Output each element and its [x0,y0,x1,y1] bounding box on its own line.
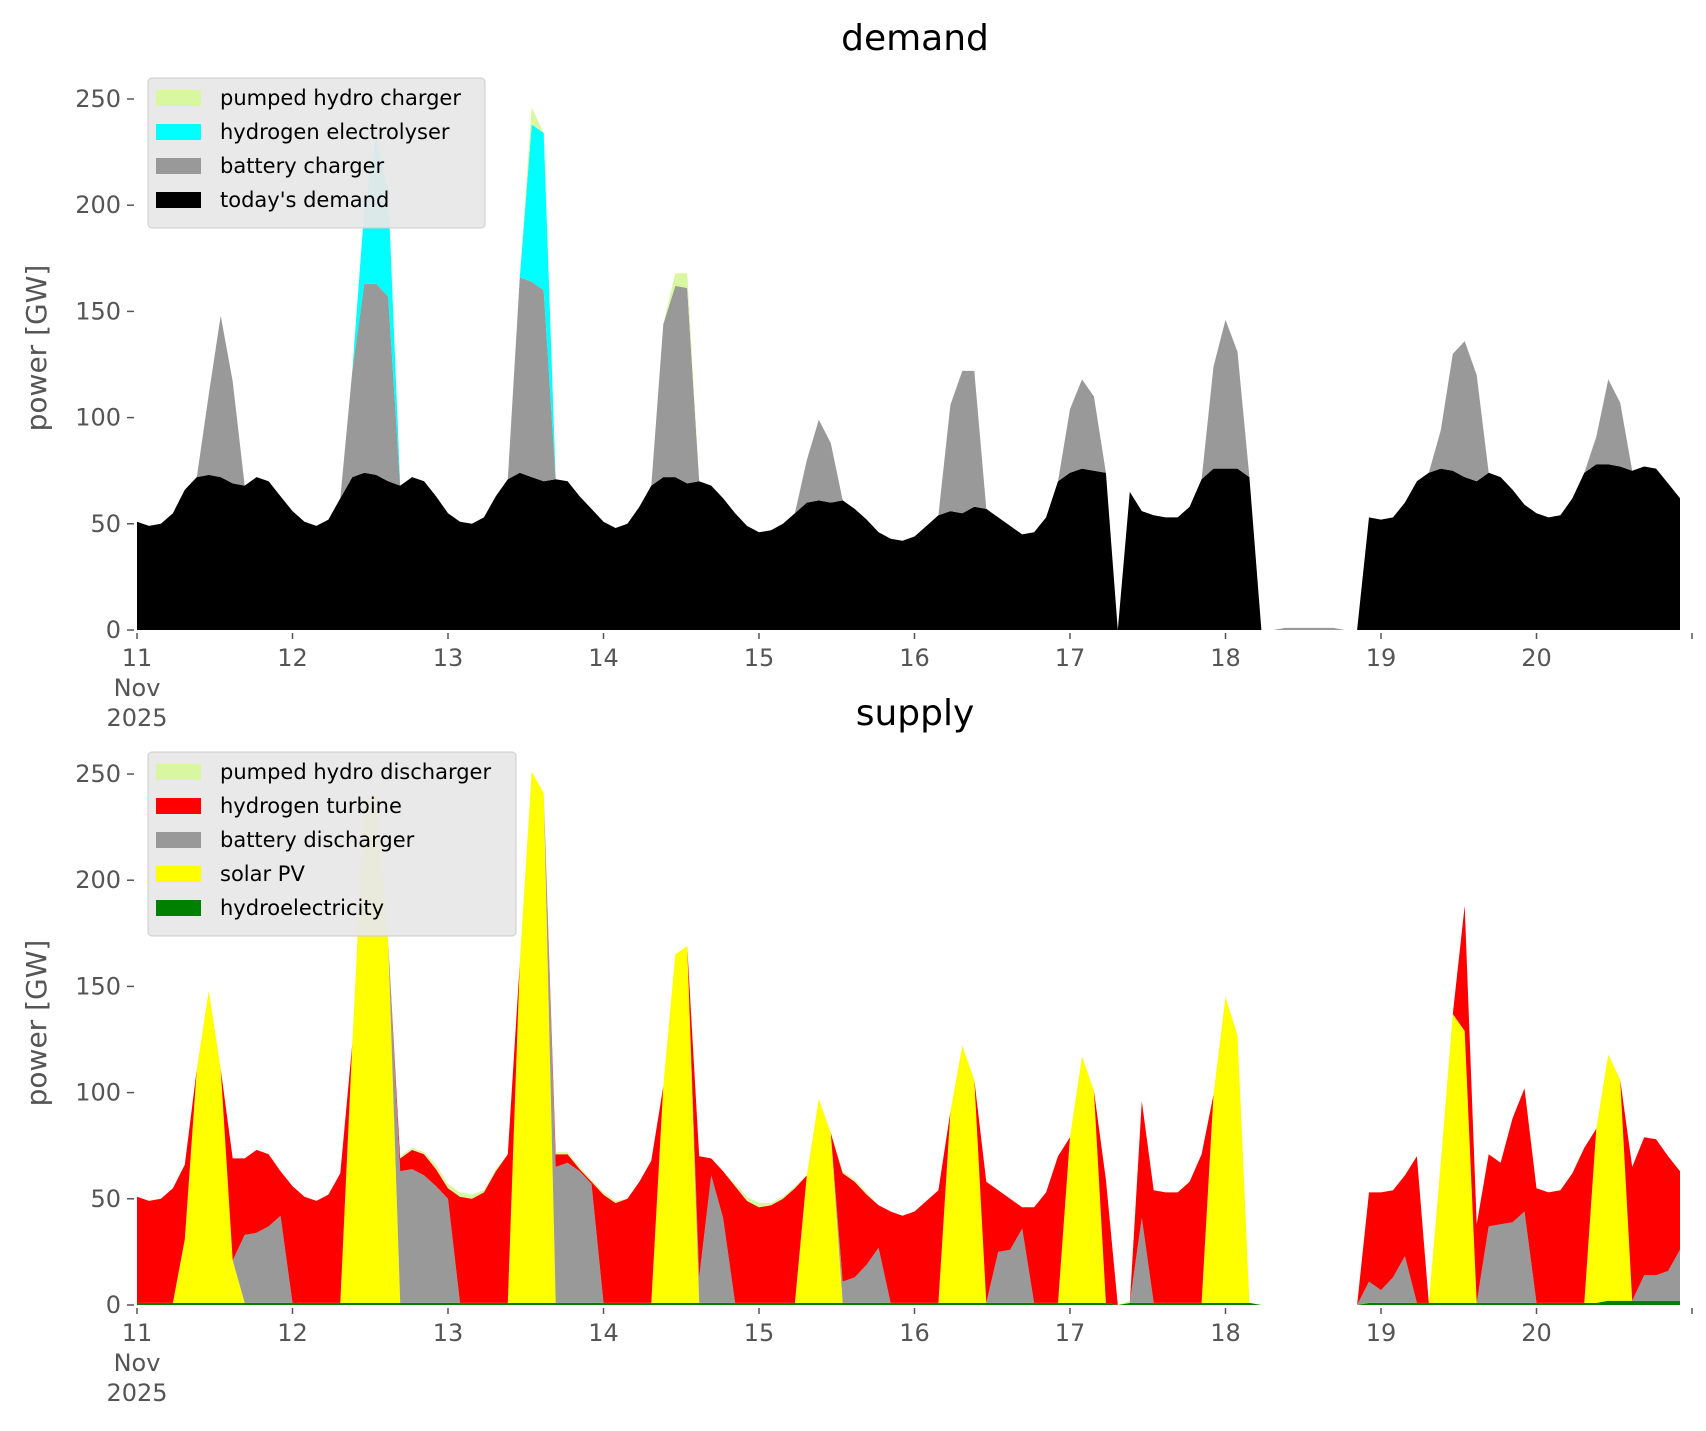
supply-y-axis: 0 50 100 150 200 250 [75,760,134,1319]
legend-label-hydrogen-turbine: hydrogen turbine [220,794,402,818]
demand-y-axis: 0 50 100 150 200 250 [75,85,134,644]
y-tick-label: 200 [75,191,121,219]
legend-label-hydroelectricity: hydroelectricity [220,896,384,920]
x-tick-label: 15 [744,644,775,672]
x-tick-label: 15 [744,1319,775,1347]
area-hydrogen-turbine [137,771,1680,1305]
x-tick-label: 13 [433,1319,464,1347]
y-tick-label: 250 [75,85,121,113]
y-tick-label: 150 [75,297,121,325]
supply-legend: pumped hydro discharger hydrogen turbine b… [147,751,517,937]
x-tick-label: 19 [1366,644,1397,672]
area-today-s-demand [137,464,1680,630]
x-tick-label: 17 [1055,1319,1086,1347]
x-tick-label: 13 [433,644,464,672]
legend-label-battery-discharger: battery discharger [220,828,415,852]
legend-swatch-battery-charger [156,158,201,174]
x-tick-label: 16 [899,644,930,672]
x-tick-label: 20 [1521,1319,1552,1347]
legend-swatch-pumped-hydro-discharger [156,764,201,780]
x-tick-label: 16 [899,1319,930,1347]
y-tick-label: 0 [106,616,121,644]
legend-box [147,751,517,937]
y-tick-label: 150 [75,972,121,1000]
y-tick-label: 250 [75,760,121,788]
legend-label-pumped-hydro-charger: pumped hydro charger [220,86,461,110]
legend-label-solar-pv: solar PV [220,862,305,886]
y-tick-label: 100 [75,1079,121,1107]
demand-y-axis-label: power [GW] [20,265,53,432]
x-tick-label: Nov [114,674,161,702]
legend-label-pumped-hydro-discharger: pumped hydro discharger [220,760,491,784]
demand-legend: pumped hydro charger hydrogen electrolyse… [147,77,486,229]
x-tick-label: 2025 [106,1379,167,1407]
x-tick-label: 2025 [106,704,167,732]
legend-swatch-solar-pv [156,866,201,882]
legend-swatch-today-s-demand [156,192,201,208]
x-tick-label: Nov [114,1349,161,1377]
supply-y-axis-label: power [GW] [20,940,53,1107]
x-tick-label: 11 [122,1319,153,1347]
y-tick-label: 0 [106,1291,121,1319]
x-tick-label: 19 [1366,1319,1397,1347]
y-tick-label: 100 [75,404,121,432]
area-pumped-hydro-charger [137,107,1680,630]
x-tick-label: 11 [122,644,153,672]
legend-label-battery-charger: battery charger [220,154,385,178]
supply-title: supply [856,693,975,734]
legend-swatch-battery-discharger [156,832,201,848]
legend-label-today-s-demand: today's demand [220,188,389,212]
supply-areas [137,771,1680,1305]
x-tick-label: 14 [588,1319,619,1347]
legend-label-hydrogen-electrolyser: hydrogen electrolyser [220,120,450,144]
area-battery-discharger [137,771,1680,1305]
x-tick-label: 17 [1055,644,1086,672]
x-tick-label: 12 [277,644,308,672]
legend-swatch-hydrogen-electrolyser [156,124,201,140]
legend-swatch-pumped-hydro-charger [156,90,201,106]
x-tick-label: 14 [588,644,619,672]
legend-swatch-hydrogen-turbine [156,798,201,814]
y-tick-label: 200 [75,866,121,894]
y-tick-label: 50 [90,1185,121,1213]
x-tick-label: 18 [1210,1319,1241,1347]
x-tick-label: 20 [1521,644,1552,672]
demand-areas [137,107,1680,630]
legend-swatch-hydroelectricity [156,900,201,916]
area-battery-charger [137,277,1680,630]
demand-title: demand [841,18,989,59]
y-tick-label: 50 [90,510,121,538]
area-hydrogen-electrolyser [137,124,1680,630]
x-tick-label: 18 [1210,644,1241,672]
x-tick-label: 12 [277,1319,308,1347]
area-solar-pv [137,771,1680,1305]
legend-box [147,77,486,229]
